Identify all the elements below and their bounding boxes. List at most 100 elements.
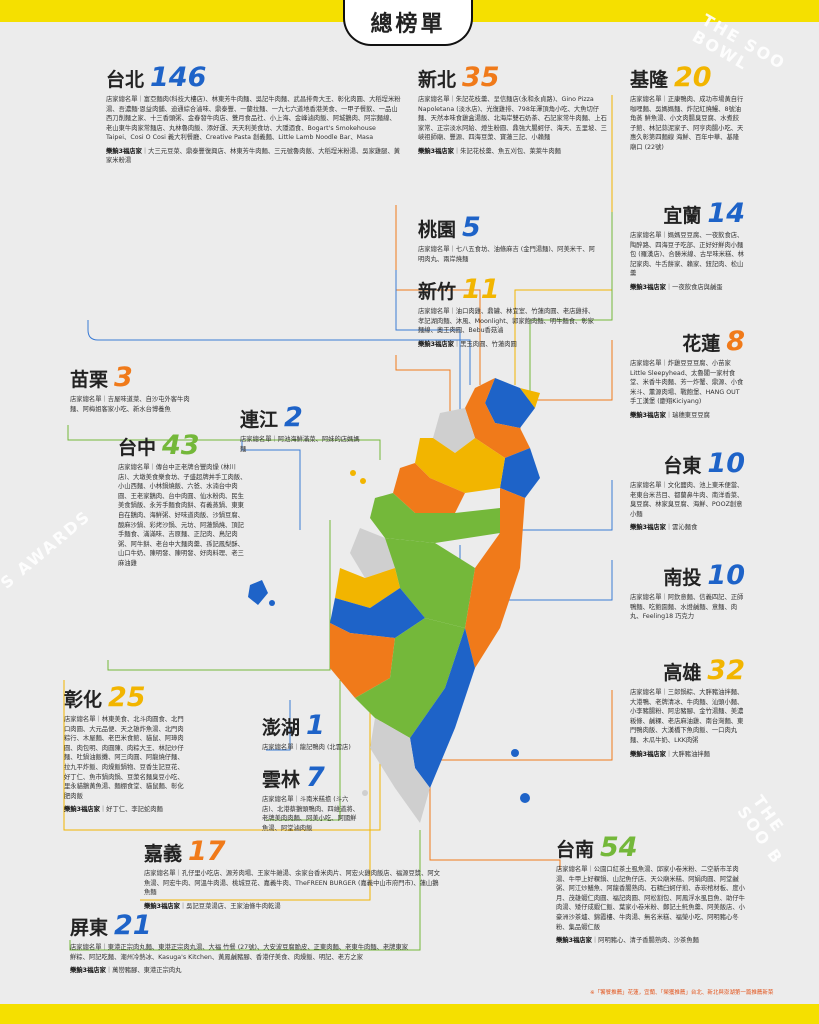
map-newtaipei [465,378,530,458]
map-hualien [465,488,525,668]
region-count: 7 [306,762,325,793]
store-list: 店家總名單｜傳台中正老牌合豐肉燥 (林川店)、大墩美食樂食坊、子盛超牌丼手工肉飯… [118,464,247,567]
store-list: 店家總名單｜林東美食、北斗肉圓食、北門口肉圓、大元品便、天之雄炸魚湯、北門肉粽行… [64,716,184,800]
region-name: 澎湖 [262,717,301,739]
map-pingtung [370,718,430,823]
region-nantou: 南投 10 店家總名單｜阿欽意麵、信義四記、正師鴨麵、吃飽園麵、水燈鹹麵、意麵、肉… [630,560,745,622]
store-list: 店家總名單｜媽媽豆豆腐、一夜飲食店、陶醉路、四海豆子吃部、正好好鮮肉小麵包 (羅… [630,232,744,278]
region-name: 南投 [663,567,702,589]
bib-list: 樂餉3福店家｜瑞穗東豆豆腐 [630,411,710,419]
matsu-map [350,470,366,484]
region-count: 54 [600,832,638,863]
store-list: 店家總名單｜正康鴨肉、成功市場黃自行咖哩麵、吳媽媽麵、炸記紅燒鰻、8號油角蒸 鮮… [630,96,744,151]
footnote: ※「饕餮推薦」花蓮，宜蘭、「榮獲推薦」台北、新北與澎湖第一篇推薦新菜 [590,990,774,996]
store-list: 店家總名單｜公園口紅茶土虱魚湯、邱家小卷米粉、二空新市羊肉湯、牛甲上好粿鍋、山記… [556,866,745,931]
region-count: 32 [707,655,745,686]
map-chiayi [330,588,425,638]
region-name: 台南 [556,839,595,861]
map-taipei [485,378,535,428]
store-list: 店家總名單｜七八五食坊、油條麻吉 (金門湯麵)、阿美米干、阿明肉丸、兩岸燒麵 [418,246,595,263]
region-yilan: 宜蘭 14 店家總名單｜媽媽豆豆腐、一夜飲食店、陶醉路、四海豆子吃部、正好好鮮肉小… [630,198,745,291]
region-name: 高雄 [663,662,702,684]
map-yilan [500,448,540,498]
region-hsinchu: 新竹 11 店家總名單｜油口肉雞、鼎罐、林宜室、竹蓮肉圓、老店雞排、孝記湖肉麵、沐… [418,274,598,348]
region-count: 10 [707,448,745,479]
store-list: 店家總名單｜三郎鍋粽、大胖豬油拌麵、大港鴨、老牌清冰、牛肉麵、汕頭小麵、小李豬腸… [630,689,744,744]
store-list: 店家總名單｜阿池海鮮滿菜、阿妹的店媽媽麵 [240,436,360,453]
map-kaohsiung [355,618,465,738]
region-name: 台東 [663,455,702,477]
map-changhua [350,528,395,578]
region-count: 43 [162,430,200,461]
map-taitung [410,628,475,788]
region-miaoli: 苗栗 3 店家總名單｜吉屋味道菜、自沙屯外客牛肉麵、阿梅姐客家小吃、新水台博養魚 [70,362,190,414]
map-nantou [385,538,475,628]
region-count: 14 [707,198,745,229]
bib-list: 樂餉3福店家｜好丁仁、李記蛇肉麵 [64,806,163,814]
bottom-yellow-bar [0,1004,819,1024]
taiwan-map [330,378,540,823]
region-keelung: 基隆 20 店家總名單｜正康鴨肉、成功市場黃自行咖哩麵、吳媽媽麵、炸記紅燒鰻、8號… [630,62,745,153]
bib-list: 樂餉3福店家｜吳記豆菜湯店、王家油條牛肉乾湯 [144,902,281,910]
map-miaoli [393,463,465,513]
penghu-map [248,580,275,606]
store-list: 店家總名單｜東港正宗肉丸麵、東港正宗肉丸湯、大福 竹餐 (27號)、大安波豆腐脆… [70,944,409,961]
map-hsinchu [415,438,505,493]
map-greenisland [511,749,519,757]
region-name: 新竹 [418,281,457,303]
map-keelung [520,388,540,408]
region-newtaipei: 新北 35 店家總名單｜朱記花枝羹、呈信麵店(永和永貞路)、Gino Pizza … [418,62,608,155]
region-hualien: 花蓮 8 店家總名單｜炸雞豆豆豆腐、小苗家 Little Sleepyhead、太… [630,326,745,419]
bib-list: 樂餉3福店家｜大胖豬油拌麵 [630,750,710,758]
region-matsu: 連江 2 店家總名單｜阿池海鮮滿菜、阿妹的店媽媽麵 [240,402,360,454]
region-name: 花蓮 [682,333,721,355]
store-list: 店家總名單｜孔仔里小吃店、源芳肉場、王家牛雜湯、余家台香米肉片、阿宏火雞肉飯店、… [144,870,440,897]
region-kaohsiung: 高雄 32 店家總名單｜三郎鍋粽、大胖豬油拌麵、大港鴨、老牌清冰、牛肉麵、汕頭小麵… [630,655,745,758]
map-taichung [370,493,500,543]
region-count: 8 [726,326,745,357]
region-yunlin: 雲林 7 店家總名單｜斗南米糕擔 (斗六店)、北港蔡鵝頭鴨肉、四維道將、老牌美肉肉… [262,762,362,833]
region-chiayi: 嘉義 17 店家總名單｜孔仔里小吃店、源芳肉場、王家牛雜湯、余家台香米肉片、阿宏火… [144,836,444,910]
region-taichung: 台中 43 店家總名單｜傳台中正老牌合豐肉燥 (林川店)、大墩美食樂食坊、子盛超牌… [118,430,248,569]
region-name: 連江 [240,409,279,431]
region-count: 35 [462,62,500,93]
bib-list: 樂餉3福店家｜阿明豬心、清子香腸熟肉、沙茶魚麵 [556,937,699,945]
map-tainan [330,623,395,698]
bib-list: 樂餉3福店家｜萬巒豬腳、東港正宗肉丸 [70,967,182,975]
store-list: 店家總名單｜富亞麵肉(科技大樓店)、林東芳牛肉麵、吳記牛肉麵、武昌排骨大王、彰化… [106,96,401,142]
bib-list: 樂餉3福店家｜一夜飲食店與鹹蛋 [630,283,723,291]
region-count: 2 [284,402,303,433]
region-name: 桃園 [418,219,457,241]
map-taoyuan [433,408,475,453]
region-changhua: 彰化 25 店家總名單｜林東美食、北斗肉圓食、北門口肉圓、大元品便、天之雄炸魚湯、… [64,682,184,813]
region-count: 21 [114,910,152,941]
bib-list: 樂餉3福店家｜朱記花枝羹、魚五刈包、萊萊牛肉麵 [418,147,561,155]
title-badge: 總榜單 [343,0,473,46]
region-name: 新北 [418,69,457,91]
region-count: 1 [306,710,325,741]
map-yunlin [335,568,400,608]
region-count: 17 [188,836,226,867]
store-list: 店家總名單｜阿欽意麵、信義四記、正師鴨麵、吃飽園麵、水燈鹹麵、意麵、肉丸、Fee… [630,594,744,621]
region-taipei: 台北 146 店家總名單｜富亞麵肉(科技大樓店)、林東芳牛肉麵、吳記牛肉麵、武昌排… [106,62,401,164]
region-pingtung: 屏東 21 店家總名單｜東港正宗肉丸麵、東港正宗肉丸湯、大福 竹餐 (27號)、大… [70,910,410,974]
page-title: 總榜單 [370,12,446,37]
region-taitung: 台東 10 店家總名單｜文化鹽肉、池上東禾便當、老東台米苔目、都蘭鼻牛肉、南洋香菜… [630,448,745,531]
region-name: 嘉義 [144,843,183,865]
region-count: 25 [108,682,146,713]
region-name: 台北 [106,69,145,91]
region-name: 雲林 [262,769,301,791]
region-count: 3 [114,362,133,393]
bib-list: 樂餉3福店家｜大三元豆菜、鼎泰豐復興店、林東芳牛肉麵、三元號魯肉飯、大稻埕米粉湯… [106,147,401,164]
region-penghu: 澎湖 1 店家總名單｜龍記鴨肉 (北雲店) [262,710,372,753]
region-taoyuan: 桃園 5 店家總名單｜七八五食坊、油條麻吉 (金門湯麵)、阿美米干、阿明肉丸、兩岸… [418,212,598,264]
region-count: 5 [462,212,481,243]
region-name: 宜蘭 [663,205,702,227]
map-orchid-island [520,793,530,803]
region-tainan: 台南 54 店家總名單｜公園口紅茶土虱魚湯、邱家小卷米粉、二空新市羊肉湯、牛甲上好… [556,832,751,944]
region-count: 10 [707,560,745,591]
store-list: 店家總名單｜朱記花枝羹、呈信麵店(永和永貞路)、Gino Pizza Napol… [418,96,607,142]
store-list: 店家總名單｜龍記鴨肉 (北雲店) [262,744,351,751]
map-liuqiu [362,790,368,796]
